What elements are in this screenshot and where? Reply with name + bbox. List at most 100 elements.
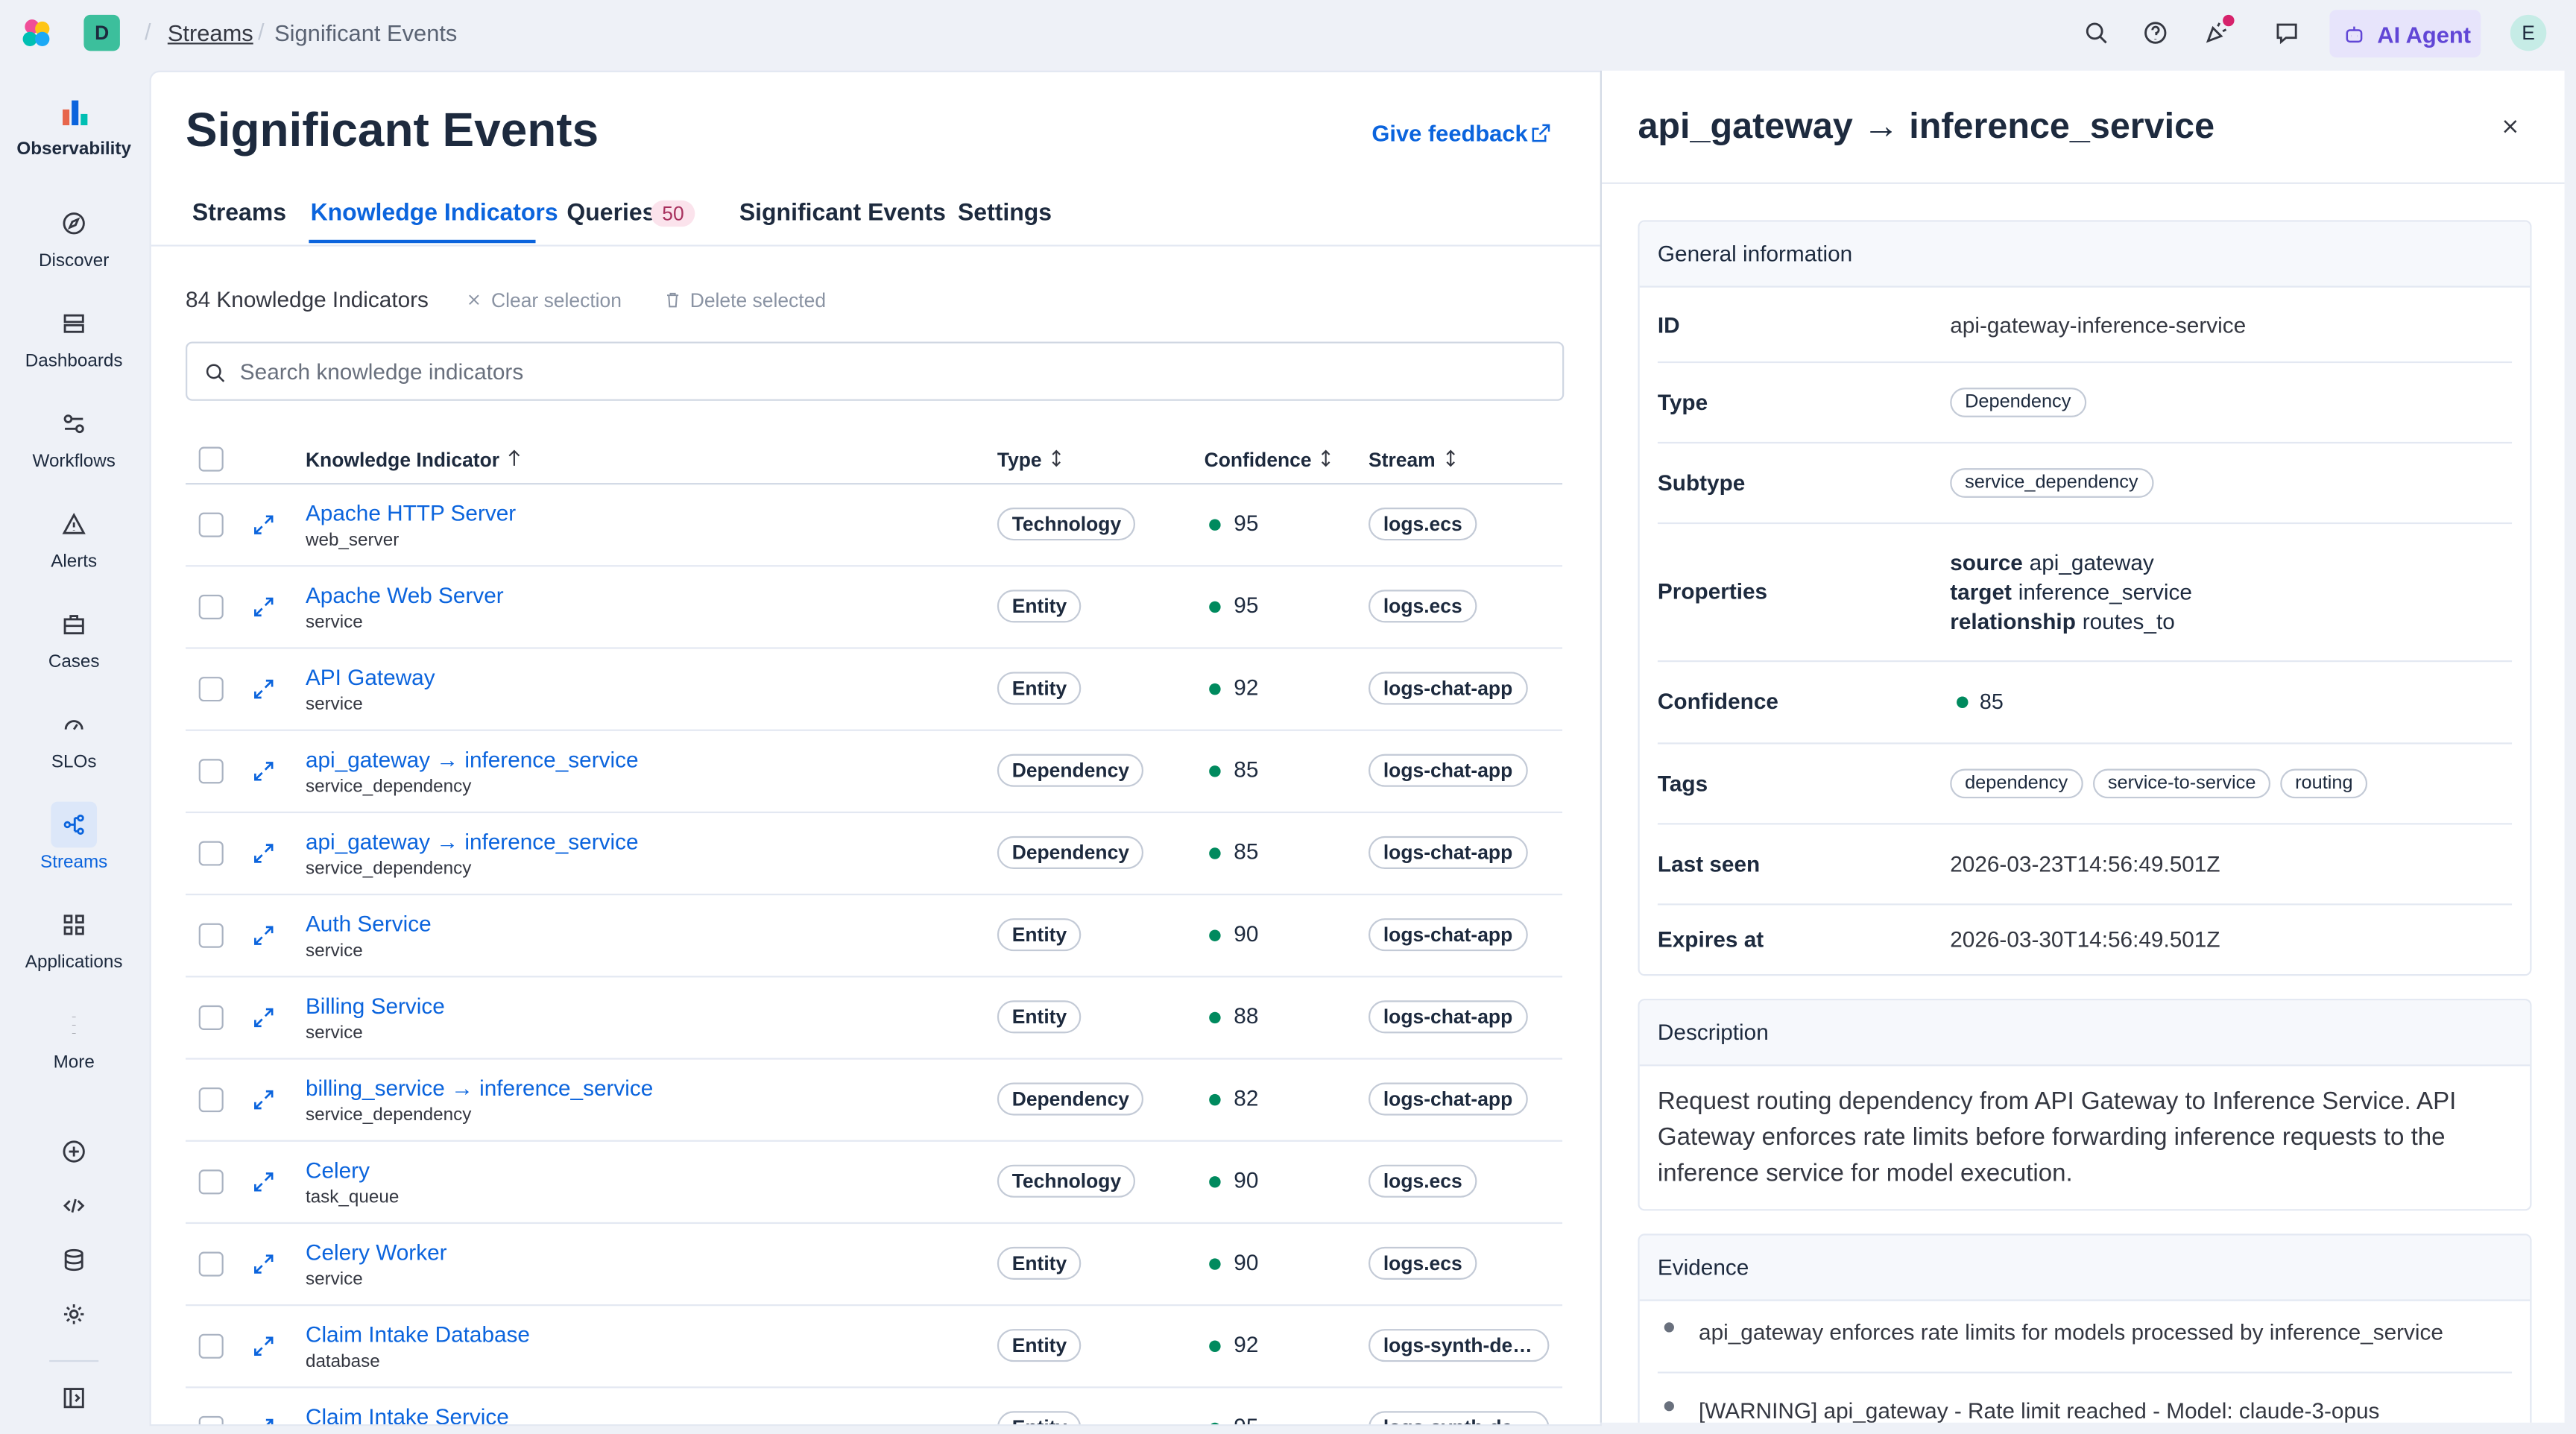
confidence-value: 85 [1234,757,1259,783]
nav-label[interactable]: Workflows [32,452,116,472]
field-border [1657,903,2513,906]
expand-icon[interactable] [250,758,275,783]
stream-badge: logs.ecs [1368,1246,1477,1280]
property-key: relationship [1950,609,2076,634]
nav-tool-icon [64,1248,83,1272]
general-info: General information ID api-gateway-inferen… [1638,220,2532,976]
row-checkbox[interactable] [198,677,224,702]
expand-icon[interactable] [250,594,275,619]
page-title: Significant Events [186,105,599,158]
header-icon[interactable] [2203,19,2229,45]
tab[interactable]: Queries [566,200,656,227]
indicator-name[interactable]: Apache HTTP Server [305,501,517,526]
nav-icon [63,814,84,836]
indicator-name[interactable]: API Gateway [305,665,435,690]
indicator-name[interactable]: Billing Service [305,994,445,1019]
nav-label[interactable]: SLOs [51,752,97,772]
indicator-subtype: web_server [305,530,400,551]
row-checkbox[interactable] [198,759,224,784]
indicator-name[interactable]: Auth Service [305,912,432,937]
search-placeholder: Search knowledge indicators [239,359,524,385]
expand-icon[interactable] [250,1169,275,1193]
column-header[interactable]: Stream [1368,448,1436,472]
row-checkbox[interactable] [198,594,224,619]
delete-icon [666,291,678,307]
sort-icon [508,449,520,466]
indicator-name[interactable]: Apache Web Server [305,583,504,608]
expand-icon[interactable] [250,840,275,865]
column-header[interactable]: Knowledge Indicator [305,448,500,472]
expand-icon[interactable] [250,923,275,947]
expand-icon[interactable] [250,1005,275,1029]
close-icon[interactable] [2498,115,2522,138]
type-badge: Technology [997,1164,1137,1198]
header-checkbox[interactable] [198,446,224,472]
field-label: Properties [1657,578,1768,604]
row-border [186,647,1563,649]
nav-label[interactable]: Observability [16,139,131,159]
row-checkbox[interactable] [198,1005,224,1030]
expand-icon[interactable] [250,676,275,701]
confidence-dot [1209,847,1221,859]
tab[interactable]: Knowledge Indicators [310,200,558,227]
sort-icon [1446,449,1455,467]
field-badge: service_dependency [1950,467,2153,497]
nav-label[interactable]: Cases [48,652,100,672]
nav-label[interactable]: Applications [25,953,123,973]
delete-selected[interactable]: Delete selected [689,288,827,312]
row-checkbox[interactable] [198,841,224,866]
logo [22,19,50,46]
indicator-name[interactable]: api_gateway → inference_service [305,747,639,772]
breadcrumb-link[interactable]: Streams [167,19,253,46]
expand-icon[interactable] [250,1087,275,1111]
row-checkbox[interactable] [198,1333,224,1359]
field-label: Type [1657,389,1708,414]
breadcrumb-current: Significant Events [274,19,458,46]
sort-icon [1052,449,1061,467]
expand-icon[interactable] [250,1415,275,1426]
indicator-name[interactable]: Claim Intake Service [305,1404,509,1427]
tab[interactable]: Streams [192,200,287,227]
type-badge: Dependency [997,1082,1144,1116]
row-checkbox[interactable] [198,1251,224,1277]
search-box[interactable]: Search knowledge indicators [186,341,1565,401]
header-icon[interactable] [2142,19,2168,45]
nav-label[interactable]: Discover [39,251,110,271]
clear-selection[interactable]: Clear selection [491,288,622,312]
indicator-name[interactable]: api_gateway → inference_service [305,830,639,855]
notification-dot [2223,14,2235,27]
header-icon[interactable] [2273,19,2299,45]
row-checkbox[interactable] [198,1169,224,1195]
user-avatar[interactable]: E [2510,14,2547,51]
row-checkbox[interactable] [198,512,224,537]
evidence-bullet [1664,1401,1674,1412]
nav-label[interactable]: Streams [40,852,108,873]
nav-label[interactable]: Alerts [51,552,98,572]
section-heading: Evidence [1657,1254,1749,1280]
row-checkbox[interactable] [198,923,224,948]
indicator-name[interactable]: Celery [305,1157,370,1183]
ai-icon [2346,25,2363,42]
row-checkbox[interactable] [198,1415,224,1424]
expand-icon[interactable] [250,1333,275,1358]
feedback-link[interactable]: Give feedback [1371,119,1528,147]
column-header[interactable]: Type [997,448,1042,472]
indicator-name[interactable]: billing_service → inference_service [305,1076,654,1101]
space-badge[interactable]: D [83,14,120,51]
nav-label[interactable]: More [53,1052,95,1073]
nav-label[interactable]: Dashboards [25,351,123,372]
tab[interactable]: Significant Events [739,200,946,227]
description-text: Request routing dependency from API Gate… [1657,1087,2457,1188]
tab[interactable]: Settings [957,200,1052,227]
indicator-name[interactable]: Celery Worker [305,1240,447,1266]
nav-icon [63,414,84,434]
property: target inference_service [1950,580,2192,604]
expand-icon[interactable] [250,1251,275,1275]
indicator-name[interactable]: Claim Intake Database [305,1322,530,1348]
column-header[interactable]: Confidence [1204,448,1312,472]
field-border [1657,441,2513,444]
row-checkbox[interactable] [198,1087,224,1113]
header-icon[interactable] [2083,19,2109,45]
expand-icon[interactable] [250,512,275,537]
ai-agent-button[interactable]: AI Agent [2329,10,2481,58]
